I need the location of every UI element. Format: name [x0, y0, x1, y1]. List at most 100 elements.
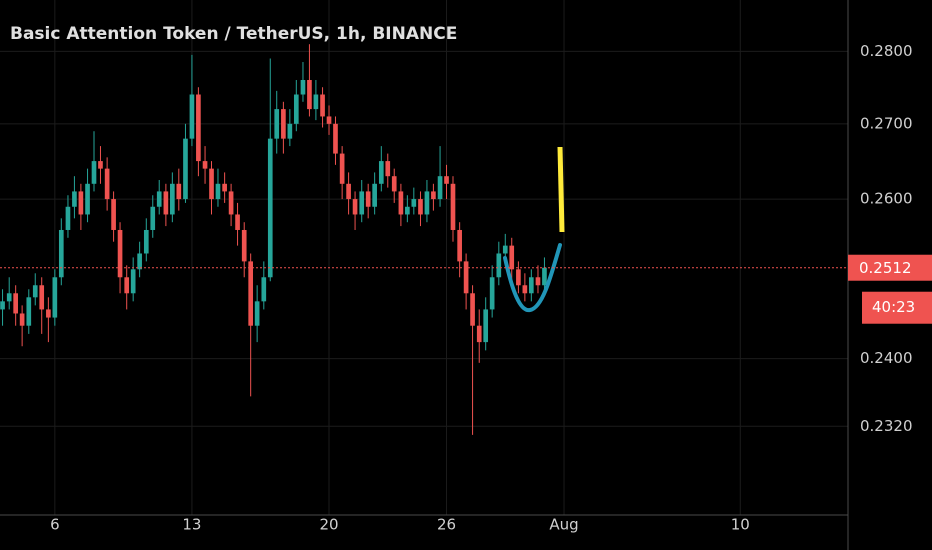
y-tick-label: 0.2700	[860, 114, 913, 132]
candle-body	[528, 277, 534, 294]
candle-body	[411, 199, 417, 207]
candle-body	[156, 191, 162, 207]
candle-body	[378, 161, 384, 184]
candle-body	[189, 94, 195, 139]
candle-body	[476, 325, 482, 343]
candle-body	[46, 309, 51, 318]
candle-body	[463, 261, 469, 294]
candle-body	[542, 267, 547, 286]
candles	[0, 44, 547, 435]
candle-body	[320, 94, 325, 117]
candle-body	[333, 123, 338, 154]
candle-body	[163, 191, 169, 215]
candle-body	[170, 183, 175, 215]
candle-body	[431, 191, 436, 200]
candle-body	[13, 293, 18, 314]
candle-body	[137, 253, 142, 270]
candle-body	[143, 229, 149, 254]
candle-body	[91, 161, 97, 184]
candle-body	[261, 277, 267, 302]
candle-body	[483, 309, 489, 343]
grid	[0, 0, 848, 515]
candle-body	[470, 293, 475, 326]
drawn-curve	[503, 243, 562, 313]
candle-body	[176, 183, 182, 200]
candle-body	[424, 191, 430, 215]
candle-body	[274, 109, 280, 139]
candle-body	[65, 206, 71, 230]
candle-body	[307, 80, 312, 110]
candle-body	[457, 229, 462, 262]
candle-body	[450, 183, 456, 230]
candle-body	[372, 183, 377, 207]
candle-body	[104, 168, 110, 200]
candle-body	[326, 116, 332, 124]
candle-body	[117, 229, 123, 278]
candle-body	[522, 285, 528, 294]
candle-body	[359, 191, 365, 215]
y-tick-label: 0.2400	[860, 349, 913, 367]
candle-body	[502, 245, 508, 254]
candle-body	[228, 191, 234, 215]
y-tick-label: 0.2600	[860, 190, 913, 208]
candle-body	[365, 191, 371, 207]
candle-body	[535, 277, 541, 286]
candle-body	[0, 301, 5, 310]
x-tick-label: 20	[319, 516, 338, 534]
x-tick-label: 10	[731, 516, 750, 534]
chart-title: Basic Attention Token / TetherUS, 1h, BI…	[10, 24, 457, 44]
candle-body	[313, 94, 319, 110]
candle-body	[183, 138, 188, 200]
last-price-label: 0.2512	[859, 259, 912, 277]
candle-body	[346, 183, 351, 200]
candle-body	[215, 183, 221, 200]
candle-body	[39, 285, 45, 310]
candle-body	[293, 94, 299, 124]
candle-body	[98, 161, 103, 169]
candle-body	[241, 229, 247, 262]
candle-body	[85, 183, 90, 215]
candle-body	[202, 161, 208, 169]
candle-body	[300, 80, 306, 95]
candle-body	[150, 206, 156, 230]
candle-body	[352, 199, 358, 215]
candle-body	[405, 206, 410, 215]
candle-body	[235, 214, 240, 230]
candle-body	[418, 199, 423, 215]
candle-body	[444, 176, 449, 184]
candle-body	[111, 199, 116, 230]
countdown-box	[862, 291, 932, 324]
candle-body	[496, 253, 502, 278]
candle-body	[124, 277, 130, 294]
candle-body	[398, 191, 404, 215]
candle-body	[437, 176, 443, 200]
candle-body	[196, 94, 201, 162]
y-tick-label: 0.2800	[860, 42, 913, 60]
x-tick-label: Aug	[549, 516, 578, 534]
candle-body	[267, 138, 273, 278]
x-tick-label: 6	[50, 516, 60, 534]
y-tick-label: 0.2320	[860, 417, 913, 435]
candle-body	[489, 277, 495, 310]
candle-body	[26, 297, 32, 326]
candle-body	[391, 176, 397, 192]
candle-body	[222, 183, 227, 192]
candle-body	[339, 153, 345, 184]
candle-body	[78, 191, 84, 215]
candle-body	[209, 168, 214, 200]
candle-body	[52, 277, 58, 318]
candle-body	[516, 269, 521, 286]
x-tick-label: 13	[182, 516, 201, 534]
candle-body	[287, 123, 293, 139]
candle-body	[32, 285, 38, 298]
candle-body	[58, 229, 64, 278]
candle-body	[254, 301, 260, 326]
candle-body	[385, 161, 391, 177]
countdown-label: 40:23	[872, 298, 915, 316]
candle-body	[281, 109, 286, 139]
candle-body	[6, 293, 12, 302]
candle-body	[248, 261, 254, 326]
candle-body	[130, 269, 136, 294]
